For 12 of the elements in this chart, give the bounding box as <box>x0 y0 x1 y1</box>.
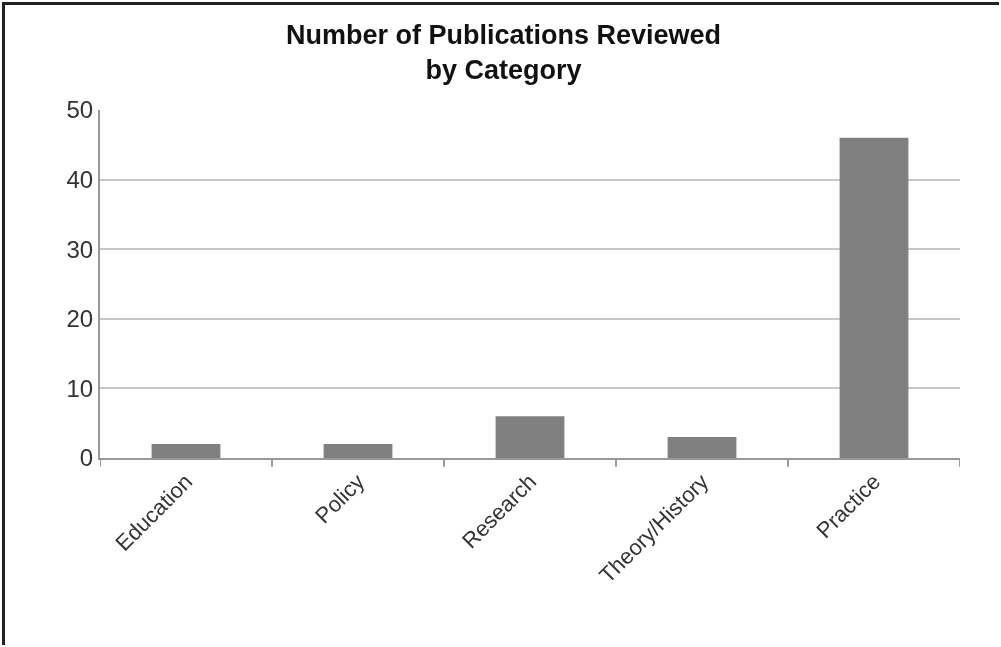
bar <box>323 444 393 458</box>
bar <box>495 416 565 458</box>
y-tick-label: 0 <box>79 444 94 472</box>
y-tick-label: 20 <box>66 305 94 333</box>
y-tick-label: 50 <box>66 96 94 124</box>
y-tick-label: 40 <box>66 166 94 193</box>
y-tick-label: 30 <box>66 235 94 263</box>
y-tick-label: 10 <box>66 374 94 402</box>
bar <box>667 437 737 458</box>
chart-title: Number of Publications Reviewed by Category <box>285 19 722 85</box>
bar <box>151 444 221 458</box>
bar <box>839 137 909 458</box>
